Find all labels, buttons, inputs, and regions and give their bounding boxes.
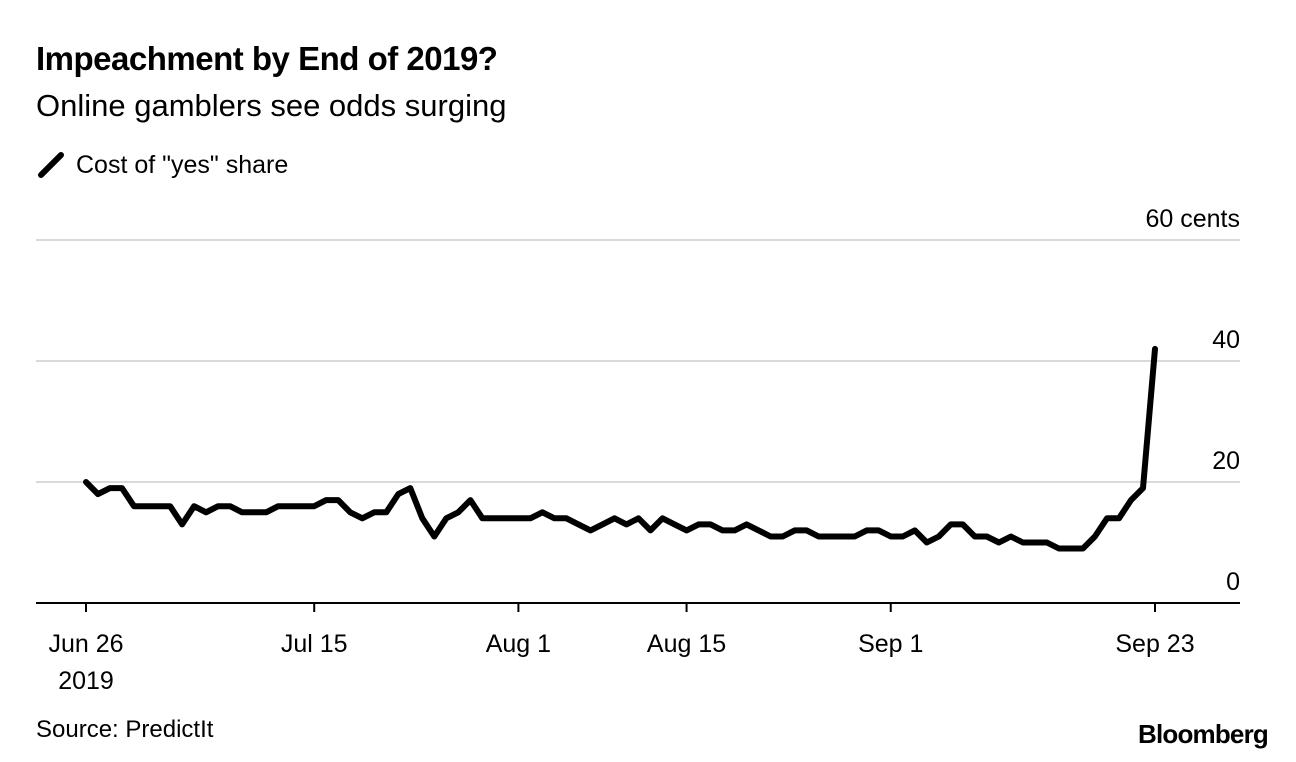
x-tick-label: Jul 15 [281, 630, 348, 658]
series-layer [83, 345, 1158, 552]
source-note: Source: PredictIt [36, 716, 214, 743]
x-axis: Jun 26 2019 Jul 15 Aug 1 Aug 15 Sep 1 Sep 23 [36, 602, 1240, 695]
x-tick-label: Jun 26 [48, 630, 123, 658]
legend: Cost of "yes" share [36, 150, 288, 180]
y-axis-labels: 0 20 40 60 cents [1145, 205, 1240, 596]
x-tick-label: Sep 23 [1115, 630, 1194, 658]
y-tick-label: 40 [1212, 326, 1240, 354]
legend-label: Cost of "yes" share [76, 150, 289, 179]
legend-line-icon [38, 152, 64, 178]
x-tick-label: Aug 1 [486, 630, 551, 658]
gridlines [36, 239, 1240, 483]
y-tick-label: 20 [1212, 447, 1240, 475]
y-tick-label: 60 cents [1145, 205, 1240, 233]
x-tick-label: Aug 15 [647, 630, 726, 658]
chart-title: Impeachment by End of 2019? [36, 40, 498, 77]
x-tick-sublabel: 2019 [58, 667, 114, 695]
series-line-0 [83, 345, 1158, 552]
x-tick-label: Sep 1 [858, 630, 923, 658]
y-tick-label: 0 [1226, 568, 1240, 596]
bloomberg-logo: Bloomberg [1137, 719, 1269, 749]
chart-subtitle: Online gamblers see odds surging [36, 88, 507, 123]
